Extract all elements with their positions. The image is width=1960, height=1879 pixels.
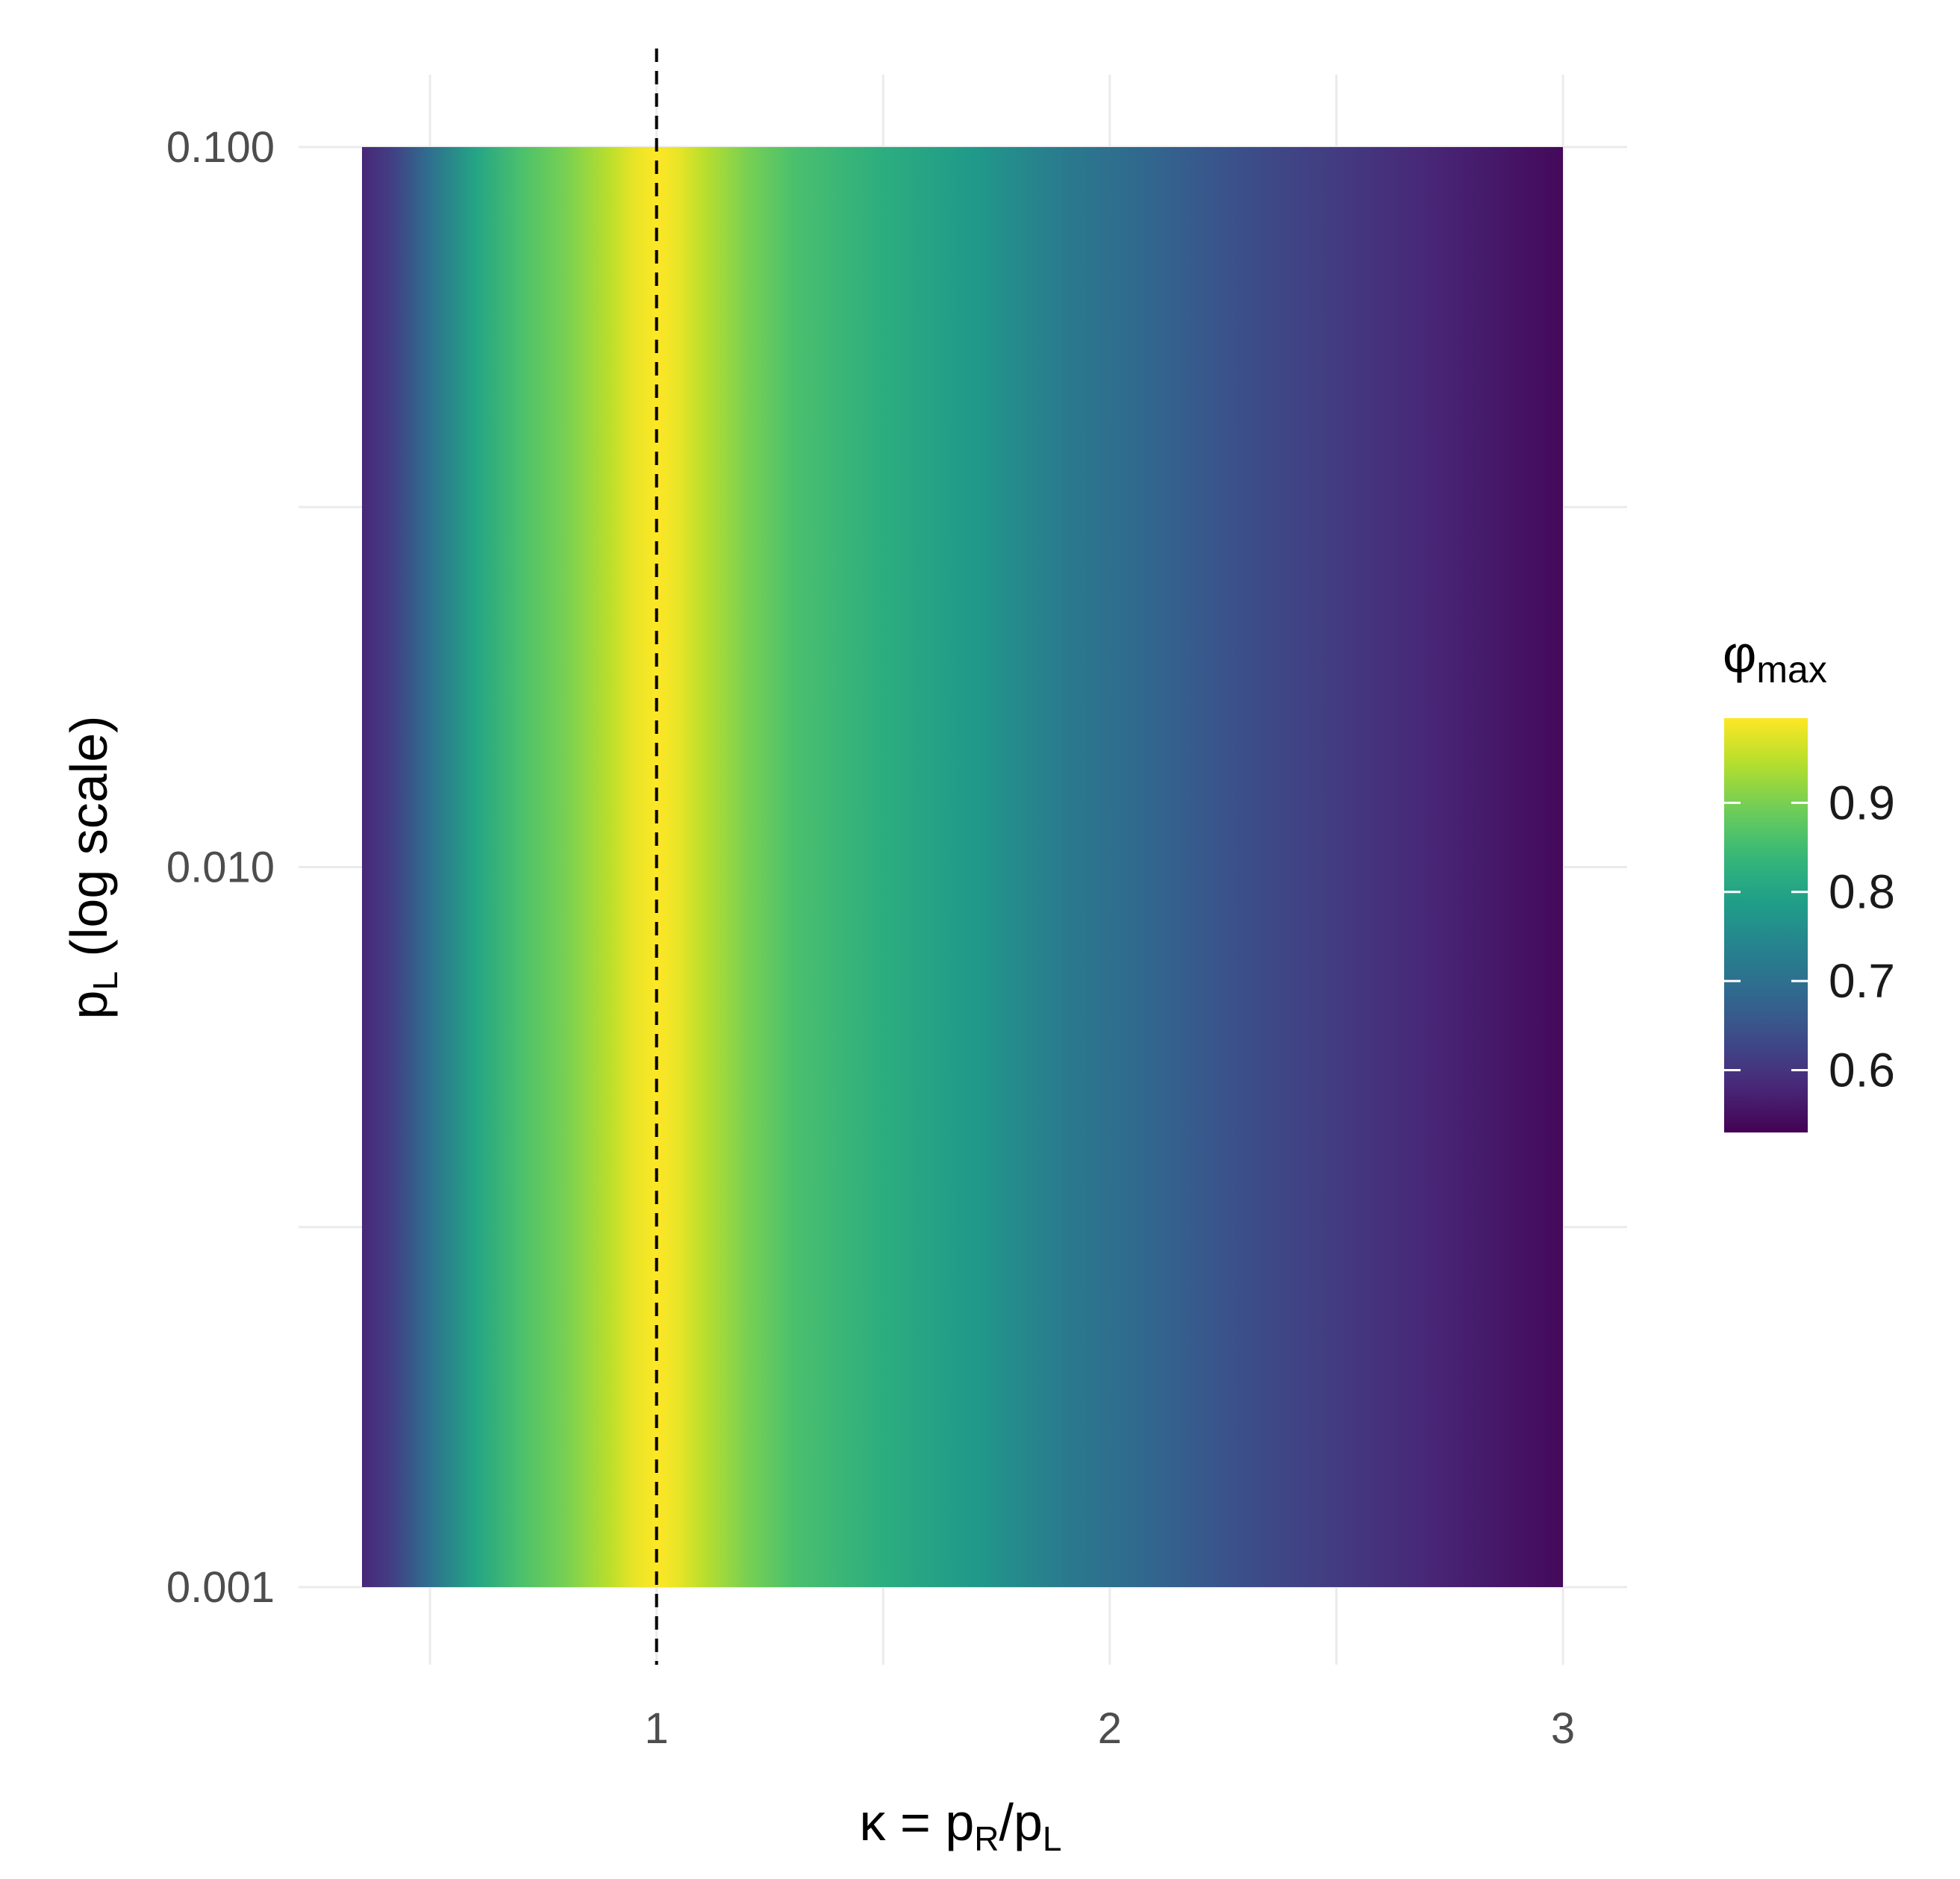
color-legend: φmax 0.6 0.7 0.8 0.9	[1723, 625, 1895, 1132]
y-tick-label: 0.010	[166, 844, 275, 892]
x-axis-ticks: 1 2 3	[645, 1704, 1576, 1753]
x-tick-label: 1	[645, 1704, 669, 1753]
x-tick-label: 3	[1551, 1704, 1575, 1753]
y-axis-title: pL (log scale)	[60, 716, 125, 1020]
x-axis-title: κ = pR/pL	[860, 1793, 1062, 1858]
y-tick-label: 0.001	[166, 1563, 275, 1612]
legend-title-phi: φ	[1723, 625, 1756, 683]
x-tick-label: 2	[1098, 1704, 1122, 1753]
y-axis-title-sub-l: L	[86, 971, 125, 991]
colorbar-tick-label: 0.7	[1829, 954, 1895, 1008]
x-axis-title-kappa: κ	[860, 1793, 887, 1851]
legend-title-sub: max	[1756, 649, 1826, 691]
colorbar-tick-label: 0.6	[1829, 1043, 1895, 1097]
y-axis-title-p: p	[60, 991, 118, 1020]
heatmap-raster	[362, 147, 1563, 1587]
y-tick-label: 0.100	[166, 123, 275, 172]
x-axis-title-p-numerator: p	[945, 1793, 974, 1851]
colorbar-ticks: 0.6 0.7 0.8 0.9	[1724, 776, 1895, 1097]
colorbar	[1724, 718, 1808, 1132]
colorbar-tick-label: 0.8	[1829, 865, 1895, 919]
x-axis-title-p-denominator: p	[1014, 1793, 1043, 1851]
y-axis-title-rest: (log scale)	[60, 716, 118, 971]
colorbar-tick-label: 0.9	[1829, 776, 1895, 829]
x-axis-title-sub-l: L	[1043, 1819, 1062, 1858]
y-axis-ticks: 0.001 0.010 0.100	[166, 123, 275, 1612]
legend-title: φmax	[1723, 625, 1827, 691]
x-axis-title-slash: /	[999, 1793, 1014, 1851]
x-axis-title-equals: =	[886, 1793, 946, 1851]
x-axis-title-sub-r: R	[974, 1819, 999, 1858]
